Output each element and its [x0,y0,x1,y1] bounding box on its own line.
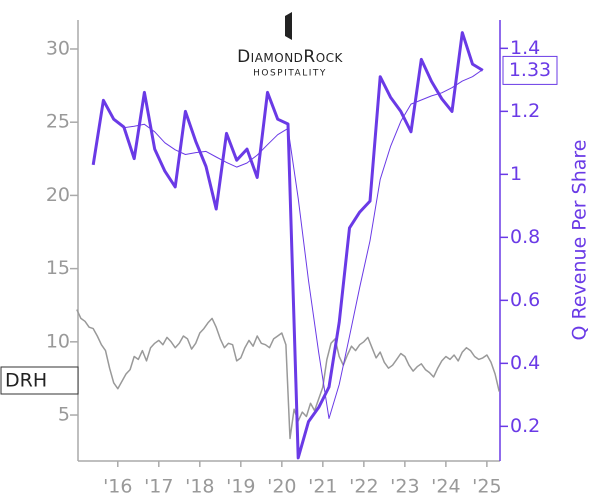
y-tick-label: 15 [46,257,70,279]
x-tick-label: '21 [308,476,337,498]
plot [76,31,500,460]
y2-tick-label: 0.6 [510,289,540,311]
y2-tick-label: 1 [510,163,522,185]
logo-icon [285,12,292,40]
x-tick-label: '22 [349,476,378,498]
logo: DiamondRock HOSPITALITY [237,12,343,79]
x-tick-label: '25 [472,476,501,498]
y2-tick-label: 1.4 [510,37,540,59]
x-tick-label: '23 [390,476,419,498]
logo-subtitle: HOSPITALITY [253,69,327,79]
y-tick-label: 25 [46,111,70,133]
x-tick-label: '16 [103,476,132,498]
y-tick-label: 20 [46,184,70,206]
ticker-box [0,366,79,395]
series-line [91,31,484,460]
y-tick-label: 30 [46,37,70,59]
x-tick-label: '24 [431,476,460,498]
last-value-label: 1.33 [509,59,551,81]
y2-tick-label: 1.2 [510,100,540,122]
last-value-box [502,55,558,85]
y2-tick-label: 0.8 [510,226,540,248]
series-line [76,309,500,440]
y2-tick-label: 0.4 [510,352,540,374]
series-line [123,69,484,419]
y-tick-label: 10 [46,330,70,352]
y2-tick-label: 0.2 [510,415,540,437]
y-tick-label: 5 [58,404,70,426]
x-tick-label: '19 [226,476,255,498]
ticker-label: DRH [5,370,47,392]
y2-axis-label: Q Revenue Per Share [569,140,591,341]
logo-name: DiamondRock [237,47,343,67]
x-tick-label: '17 [144,476,173,498]
x-tick-label: '18 [185,476,214,498]
x-tick-label: '20 [267,476,296,498]
